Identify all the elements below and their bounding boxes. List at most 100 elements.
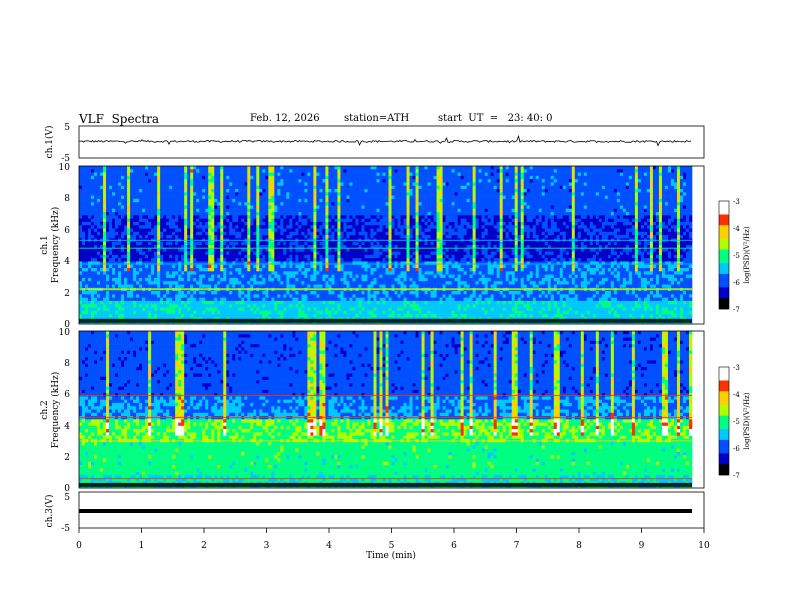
spectrogram-cell xyxy=(448,235,452,239)
spectrogram-cell xyxy=(457,189,461,193)
spectrogram-cell xyxy=(571,225,576,229)
spectrogram-cell xyxy=(310,175,314,180)
spectrogram-cell xyxy=(97,175,101,180)
spectrogram-cell xyxy=(124,208,128,213)
spectrogram-cell xyxy=(340,215,344,219)
spectrogram-cell xyxy=(388,182,392,187)
spectrogram-cell xyxy=(487,182,491,187)
spectrogram-cell xyxy=(598,218,603,223)
spectrogram-cell xyxy=(208,192,212,196)
spectrogram-cell xyxy=(451,212,455,216)
spectrogram-cell xyxy=(382,192,386,196)
spectrogram-cell xyxy=(352,169,356,173)
spectrogram-cell xyxy=(619,225,624,229)
spectrogram-cell xyxy=(202,231,206,236)
spectrogram-cell xyxy=(463,185,467,190)
spectrogram-cell xyxy=(358,189,362,193)
spectrogram-cell xyxy=(487,189,491,193)
spectrogram-cell xyxy=(619,172,624,177)
spectrogram-cell xyxy=(121,245,125,249)
spectrogram-cell xyxy=(136,245,140,249)
spectrogram-cell xyxy=(358,221,362,226)
spectrogram-cell xyxy=(439,212,443,216)
spectrogram-cell xyxy=(676,228,681,233)
spectrogram-cell xyxy=(661,169,666,173)
spectrogram-cell xyxy=(415,182,419,187)
spectrogram-cell xyxy=(253,198,257,203)
spectrogram-cell xyxy=(679,218,684,223)
spectrogram-cell xyxy=(496,172,500,177)
spectrogram-cell xyxy=(652,208,657,213)
spectrogram-cell xyxy=(535,205,540,210)
spectrogram-cell xyxy=(130,185,134,190)
spectrogram-cell xyxy=(610,228,615,233)
spectrogram-cell xyxy=(613,218,618,223)
spectrogram-cell xyxy=(577,175,582,180)
spectrogram-cell xyxy=(517,185,522,190)
spectrogram-cell xyxy=(502,195,506,200)
spectrogram-cell xyxy=(487,179,491,183)
spectrogram-cell xyxy=(409,221,413,226)
spectrogram-cell xyxy=(226,166,230,170)
spectrogram-cell xyxy=(418,166,422,170)
spectrogram-cell xyxy=(646,169,651,173)
spectrogram-cell xyxy=(430,189,434,193)
spectrogram-cell xyxy=(577,208,582,213)
spectrogram-cell xyxy=(466,231,470,236)
spectrogram-cell xyxy=(634,198,639,203)
spectrogram-cell xyxy=(235,169,239,173)
spectrogram-cell xyxy=(295,175,299,180)
spectrogram-cell xyxy=(106,208,110,213)
spectrogram-cell xyxy=(295,169,299,173)
spectrogram-cell xyxy=(448,198,452,203)
spectrogram-cell xyxy=(172,169,176,173)
spectrogram-cell xyxy=(295,179,299,183)
spectrogram-cell xyxy=(448,182,452,187)
spectrogram-cell xyxy=(532,221,537,226)
spectrogram-cell xyxy=(184,205,188,210)
spectrogram-cell xyxy=(391,182,395,187)
spectrogram-cell xyxy=(226,202,230,206)
spectrogram-cell xyxy=(505,175,509,180)
spectrogram-cell xyxy=(451,221,455,226)
spectrogram-cell xyxy=(151,208,155,213)
spectrogram-cell xyxy=(205,228,209,233)
spectrogram-cell xyxy=(100,205,104,210)
spectrogram-cell xyxy=(145,198,149,203)
spectrogram-cell xyxy=(370,202,374,206)
spectrogram-cell xyxy=(250,208,254,213)
spectrogram-cell xyxy=(247,185,251,190)
spectrogram-cell xyxy=(223,218,227,223)
spectrogram-cell xyxy=(298,189,302,193)
spectrogram-cell xyxy=(391,192,395,196)
spectrogram-cell xyxy=(133,212,137,216)
spectrogram-cell xyxy=(610,192,615,196)
spectrogram-cell xyxy=(286,185,290,190)
spectrogram-cell xyxy=(211,185,215,190)
spectrogram-cell xyxy=(286,218,290,223)
spectrogram-cell xyxy=(436,221,440,226)
spectrogram-cell xyxy=(643,195,648,200)
spectrogram-cell xyxy=(172,185,176,190)
spectrogram-cell xyxy=(181,202,185,206)
spectrogram-cell xyxy=(127,189,131,193)
spectrogram-cell xyxy=(319,166,323,170)
spectrogram-cell xyxy=(289,241,293,246)
spectrogram-cell xyxy=(526,235,531,239)
spectrogram-cell xyxy=(460,218,464,223)
spectrogram-cell xyxy=(403,218,407,223)
spectrogram-cell xyxy=(271,182,275,187)
spectrogram-cell xyxy=(271,208,275,213)
spectrogram-cell xyxy=(457,182,461,187)
spectrogram-cell xyxy=(136,195,140,200)
spectrogram-cell xyxy=(625,215,630,219)
spectrogram-cell xyxy=(514,189,519,193)
spectrogram-cell xyxy=(271,202,275,206)
spectrogram-cell xyxy=(532,195,537,200)
spectrogram-cell xyxy=(689,198,693,203)
spectrogram-cell xyxy=(307,202,311,206)
spectrogram-cell xyxy=(406,192,410,196)
spectrogram-cell xyxy=(502,179,506,183)
spectrogram-cell xyxy=(547,221,552,226)
spectrogram-cell xyxy=(190,202,194,206)
